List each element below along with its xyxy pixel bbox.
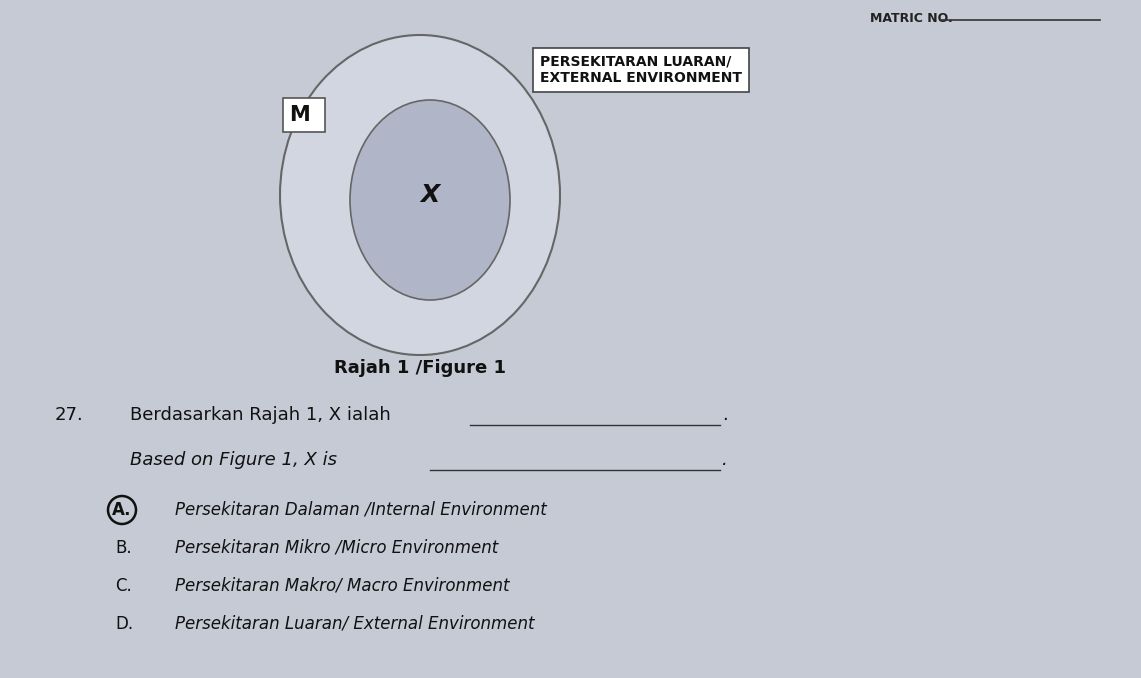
Text: D.: D. xyxy=(115,615,133,633)
Text: Persekitaran Luaran/ External Environment: Persekitaran Luaran/ External Environmen… xyxy=(175,615,534,633)
Text: M: M xyxy=(290,105,310,125)
Text: 27.: 27. xyxy=(55,406,83,424)
Text: Persekitaran Makro/ Macro Environment: Persekitaran Makro/ Macro Environment xyxy=(175,577,510,595)
Ellipse shape xyxy=(280,35,560,355)
Text: X: X xyxy=(420,183,439,207)
Text: Persekitaran Mikro /Micro Environment: Persekitaran Mikro /Micro Environment xyxy=(175,539,499,557)
Text: A.: A. xyxy=(112,501,131,519)
Ellipse shape xyxy=(350,100,510,300)
Text: .: . xyxy=(722,406,728,424)
Text: .: . xyxy=(722,451,728,469)
FancyBboxPatch shape xyxy=(283,98,325,132)
Text: Persekitaran Dalaman /Internal Environment: Persekitaran Dalaman /Internal Environme… xyxy=(175,501,547,519)
Text: PERSEKITARAN LUARAN/
EXTERNAL ENVIRONMENT: PERSEKITARAN LUARAN/ EXTERNAL ENVIRONMEN… xyxy=(540,55,742,85)
Text: Rajah 1 /Figure 1: Rajah 1 /Figure 1 xyxy=(334,359,505,377)
Text: Berdasarkan Rajah 1, X ialah: Berdasarkan Rajah 1, X ialah xyxy=(130,406,390,424)
Text: Based on Figure 1, X is: Based on Figure 1, X is xyxy=(130,451,337,469)
Text: MATRIC NO.: MATRIC NO. xyxy=(869,12,953,25)
Text: C.: C. xyxy=(115,577,131,595)
Text: B.: B. xyxy=(115,539,131,557)
